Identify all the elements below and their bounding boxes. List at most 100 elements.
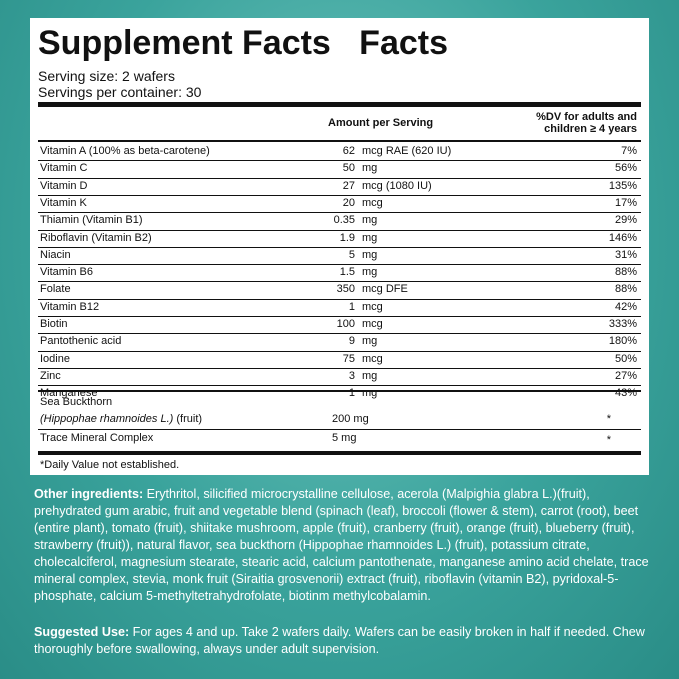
row-dv: 27% bbox=[614, 369, 637, 382]
row-name: Pantothenic acid bbox=[40, 335, 122, 348]
row-dv: 43% bbox=[614, 387, 637, 400]
row-amount: 1 bbox=[348, 300, 355, 313]
row-rule bbox=[38, 264, 641, 266]
rule bbox=[38, 140, 641, 142]
row-rule bbox=[38, 298, 641, 300]
row-unit: mcg (1080 IU) bbox=[362, 179, 432, 192]
rule bbox=[38, 102, 641, 107]
row-dv: 333% bbox=[608, 318, 637, 330]
row-name: Folate bbox=[40, 283, 71, 296]
text: For ages 4 and up. Take 2 wafers daily. … bbox=[34, 625, 645, 656]
row-name: Iodine bbox=[40, 352, 70, 365]
row-rule bbox=[38, 333, 641, 335]
row-dv: 88% bbox=[614, 266, 637, 279]
rule bbox=[38, 390, 641, 392]
row-name: Trace Mineral Complex bbox=[40, 432, 154, 444]
row-rule bbox=[38, 281, 641, 283]
row-name: Vitamin D bbox=[40, 179, 88, 192]
dv-header-line: %DV for adults and bbox=[536, 111, 637, 123]
row-unit: mcg bbox=[362, 196, 383, 209]
row-rule bbox=[38, 177, 641, 179]
row-amount: 200 mg bbox=[332, 413, 369, 425]
row-unit: mg bbox=[362, 231, 378, 244]
row-name: Riboflavin (Vitamin B2) bbox=[40, 231, 152, 244]
row-amount: 5 mg bbox=[332, 432, 357, 444]
row-rule bbox=[38, 316, 641, 317]
row-unit: mg bbox=[362, 214, 378, 227]
row-unit: mg bbox=[362, 369, 378, 382]
rule bbox=[38, 429, 641, 430]
row-dv: * bbox=[606, 434, 611, 446]
row-rule bbox=[38, 229, 641, 231]
row-rule bbox=[38, 194, 641, 196]
row-name: Thiamin (Vitamin B1) bbox=[40, 214, 143, 227]
row-amount: 1 bbox=[348, 387, 355, 400]
row-amount: 5 bbox=[348, 248, 355, 261]
row-unit: mcg bbox=[362, 352, 383, 365]
row-rule bbox=[38, 350, 641, 352]
row-amount: 0.35 bbox=[333, 214, 355, 227]
row-amount: 50 bbox=[342, 162, 355, 175]
row-unit: mg bbox=[362, 248, 378, 261]
row-rule bbox=[38, 367, 641, 369]
row-dv: 50% bbox=[614, 352, 637, 365]
row-amount: 100 bbox=[336, 318, 355, 330]
row-name: Vitamin A (100% as beta-carotene) bbox=[40, 145, 210, 157]
row-unit: mcg bbox=[362, 318, 383, 330]
row-amount: 27 bbox=[342, 179, 355, 192]
row-amount: 20 bbox=[342, 196, 355, 209]
row-unit: mg bbox=[362, 266, 378, 279]
row-unit: mcg bbox=[362, 300, 383, 313]
row-dv: 42% bbox=[614, 300, 637, 313]
row-name: Biotin bbox=[40, 318, 68, 330]
title: Supplement Facts Facts bbox=[38, 24, 448, 62]
row-rule bbox=[38, 246, 641, 248]
row-name: Vitamin K bbox=[40, 196, 87, 209]
rule bbox=[38, 451, 641, 455]
row-unit: mg bbox=[362, 162, 378, 175]
plant-part: (fruit) bbox=[173, 413, 203, 425]
row-dv: 135% bbox=[608, 179, 637, 192]
row-amount: 350 bbox=[336, 283, 355, 296]
row-dv: 146% bbox=[608, 231, 637, 244]
row-name: Niacin bbox=[40, 248, 71, 261]
row-dv: 180% bbox=[608, 335, 637, 348]
row-amount: 9 bbox=[348, 335, 355, 348]
row-amount: 75 bbox=[342, 352, 355, 365]
serving-size: Serving size: 2 wafers bbox=[38, 68, 175, 84]
servings-per-container: Servings per container: 30 bbox=[38, 84, 202, 100]
row-name: Vitamin C bbox=[40, 162, 88, 175]
label: Suggested Use: bbox=[34, 625, 130, 639]
row-name: Zinc bbox=[40, 369, 61, 382]
dv-header-line: children ≥ 4 years bbox=[544, 123, 637, 135]
row-dv: 7% bbox=[621, 145, 637, 157]
row-unit: mcg DFE bbox=[362, 283, 408, 296]
row-dv: 88% bbox=[614, 283, 637, 296]
text: Erythritol, silicified microcrystalline … bbox=[34, 487, 649, 603]
dv-header: %DV for adults and children ≥ 4 years bbox=[536, 111, 637, 135]
footnote: *Daily Value not established. bbox=[40, 459, 180, 471]
row-amount: 3 bbox=[348, 369, 355, 382]
row-amount: 62 bbox=[342, 145, 355, 157]
row-unit: mg bbox=[362, 335, 378, 348]
row-name: (Hippophae rhamnoides L.) (fruit) bbox=[40, 413, 202, 425]
row-amount: 1.9 bbox=[339, 231, 355, 244]
row-amount: 1.5 bbox=[339, 266, 355, 279]
row-unit: mcg RAE (620 IU) bbox=[362, 145, 452, 157]
label: Other ingredients: bbox=[34, 487, 144, 501]
row-rule bbox=[38, 385, 641, 387]
row-name: Sea Buckthorn bbox=[40, 396, 113, 408]
suggested-use: Suggested Use: For ages 4 and up. Take 2… bbox=[34, 624, 650, 658]
row-dv: 56% bbox=[614, 162, 637, 175]
row-rule bbox=[38, 160, 641, 162]
row-dv: 29% bbox=[614, 214, 637, 227]
row-name: Vitamin B6 bbox=[40, 266, 93, 279]
amount-header: Amount per Serving bbox=[328, 117, 434, 129]
other-ingredients: Other ingredients: Erythritol, silicifie… bbox=[34, 486, 650, 605]
row-rule bbox=[38, 212, 641, 214]
row-dv: * bbox=[606, 413, 611, 425]
row-dv: 31% bbox=[614, 248, 637, 261]
row-name: Vitamin B12 bbox=[40, 300, 100, 313]
latin-name: (Hippophae rhamnoides L.) bbox=[40, 413, 174, 425]
